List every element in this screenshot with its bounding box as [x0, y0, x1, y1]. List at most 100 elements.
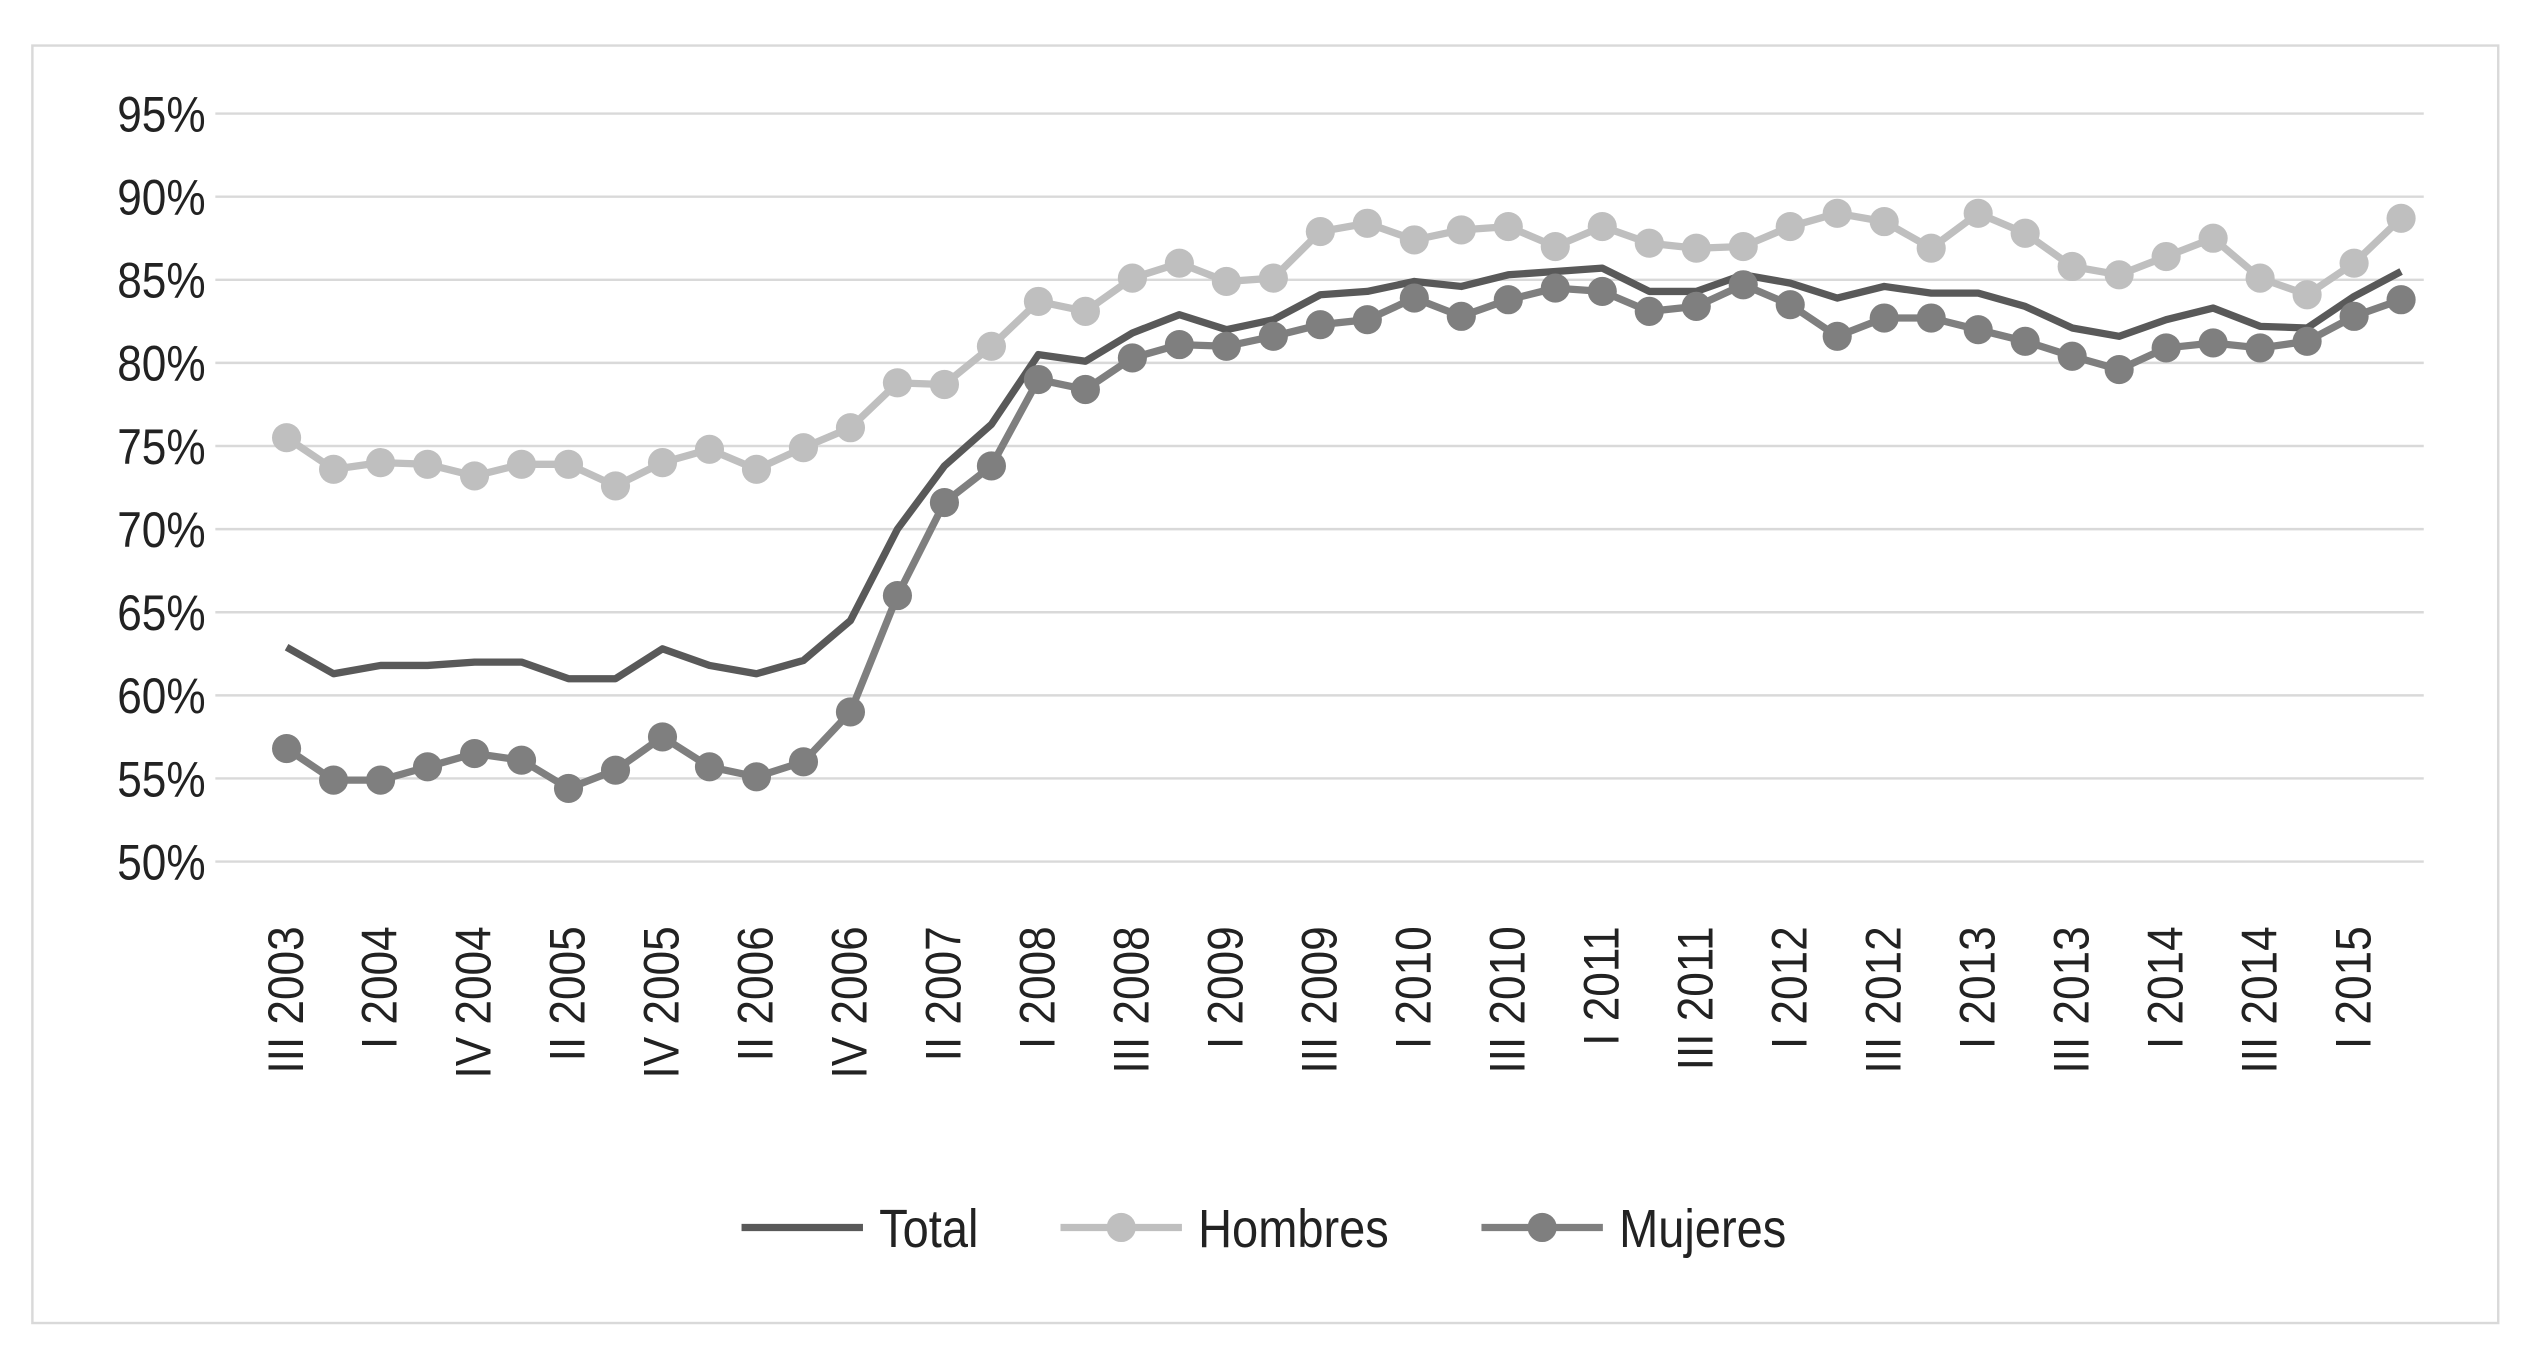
series-line [284, 264, 2403, 683]
x-tick-label: III 2013 [2044, 926, 2100, 1073]
y-tick-label: 50% [117, 835, 205, 891]
legend-label: Mujeres [1619, 1198, 1786, 1259]
series-marker [1869, 303, 1899, 333]
series-marker [788, 747, 819, 777]
series-line [284, 281, 2403, 793]
x-tick-label: I 2008 [1010, 926, 1066, 1049]
chart-border [31, 44, 2500, 1325]
series-marker [1681, 233, 1711, 263]
y-tick-label: 90% [117, 170, 205, 226]
series-marker [882, 368, 913, 398]
series-marker [1963, 315, 1993, 345]
x-tick-label: I 2011 [1574, 926, 1630, 1045]
x-tick-label: I 2004 [352, 926, 408, 1049]
series-marker [1352, 305, 1382, 335]
x-tick-label: II 2006 [728, 926, 784, 1061]
x-tick-label: III 2014 [2232, 926, 2288, 1073]
series-marker [412, 752, 443, 782]
series-line [284, 209, 2404, 490]
series-marker [1070, 374, 1100, 405]
x-tick-label: I 2014 [2138, 926, 2194, 1049]
x-tick-label: IV 2004 [446, 926, 502, 1078]
series-marker [506, 449, 537, 479]
legend-marker [1106, 1212, 1136, 1243]
series-marker [2386, 285, 2416, 315]
y-tick-label: 60% [117, 669, 205, 725]
x-tick-label: III 2010 [1480, 926, 1536, 1073]
legend-marker [1527, 1212, 1557, 1243]
series-marker [1634, 228, 1664, 258]
series-marker [741, 762, 772, 792]
series-marker [1399, 225, 1429, 255]
series-marker [1728, 270, 1758, 300]
series-marker [1305, 310, 1335, 340]
series-marker [2104, 260, 2134, 290]
x-tick-label: I 2012 [1762, 926, 1818, 1049]
series-marker [1822, 198, 1852, 228]
series-marker [2245, 263, 2275, 293]
series-marker [2386, 203, 2416, 233]
series-marker [1587, 276, 1617, 306]
series-marker [1399, 283, 1429, 313]
series-marker [365, 448, 396, 478]
series-marker [600, 471, 631, 501]
series-marker [1164, 330, 1194, 360]
series-marker [1822, 321, 1852, 351]
series-marker [2292, 326, 2322, 356]
x-tick-label: I 2015 [2326, 926, 2382, 1049]
series-marker [1540, 273, 1570, 303]
series-marker [1164, 248, 1194, 278]
series-marker [1775, 290, 1805, 320]
series-marker [1493, 285, 1523, 315]
y-tick-label: 75% [117, 419, 205, 475]
y-tick-label: 85% [117, 253, 205, 309]
x-tick-label: III 2011 [1668, 926, 1724, 1070]
series-marker [929, 369, 959, 400]
series-marker [1681, 291, 1711, 321]
series-marker [694, 752, 725, 782]
series-marker [600, 755, 631, 785]
x-tick-label: III 2008 [1104, 926, 1160, 1073]
series-marker [1117, 263, 1147, 293]
series-marker [365, 765, 396, 795]
series-marker [929, 487, 959, 518]
series-marker [741, 454, 772, 484]
y-tick-label: 70% [117, 502, 205, 558]
x-tick-label: III 2012 [1856, 926, 1912, 1073]
legend-label: Total [879, 1198, 978, 1259]
series-marker [1305, 217, 1335, 247]
series-marker [882, 581, 913, 611]
series-marker [2292, 280, 2322, 310]
series-marker [2198, 328, 2228, 358]
series-marker [318, 454, 349, 484]
series-marker [2198, 223, 2228, 253]
series-marker [1775, 212, 1805, 242]
series-marker [1446, 301, 1476, 331]
series-marker [553, 449, 584, 479]
series-marker [553, 773, 584, 804]
series-marker [459, 738, 490, 769]
y-tick-label: 80% [117, 336, 205, 392]
x-tick-label: II 2007 [916, 926, 972, 1061]
series-marker [647, 722, 678, 752]
x-tick-label: IV 2005 [634, 926, 690, 1078]
series-marker [976, 451, 1006, 481]
series-marker [1211, 266, 1241, 297]
series-marker [2151, 333, 2181, 363]
series-marker [1258, 321, 1288, 351]
series-marker [2057, 341, 2087, 371]
series-marker [2010, 326, 2040, 356]
x-tick-label: I 2013 [1950, 926, 2006, 1049]
series-marker [835, 413, 866, 443]
series-marker [1117, 343, 1147, 373]
series-marker [1258, 263, 1288, 293]
series-marker [1728, 231, 1758, 262]
series-marker [647, 448, 678, 478]
series-marker [2010, 218, 2040, 248]
series-marker [1587, 212, 1617, 242]
series-marker [1634, 296, 1664, 326]
series-marker [272, 733, 302, 764]
y-tick-label: 65% [117, 585, 205, 641]
